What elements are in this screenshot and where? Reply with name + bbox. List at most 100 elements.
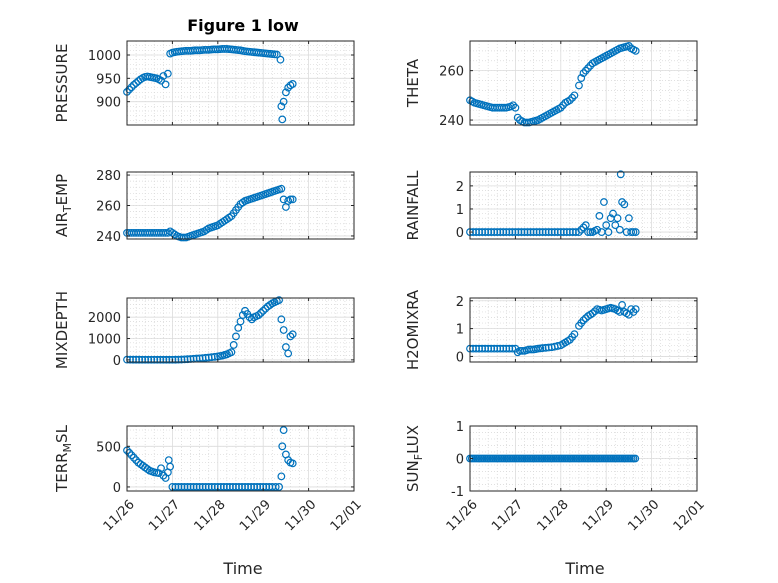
data-point	[271, 483, 280, 491]
data-point	[227, 45, 236, 54]
data-point	[593, 56, 602, 65]
data-point	[229, 341, 238, 349]
data-point	[177, 233, 186, 242]
data-point	[288, 195, 297, 204]
data-point	[561, 98, 570, 107]
data-point	[272, 50, 281, 59]
data-point	[611, 221, 620, 230]
y-axis-label: SUNFLUX	[404, 425, 425, 492]
data-point	[173, 47, 181, 56]
data-point	[276, 55, 285, 64]
data-point	[241, 483, 249, 491]
figure-title: Figure 1 low	[187, 16, 299, 35]
y-tick-label: 0	[456, 226, 464, 241]
data-point	[520, 118, 529, 127]
data-point	[511, 228, 520, 236]
data-point	[493, 228, 502, 236]
data-point	[236, 46, 245, 55]
data-point	[543, 111, 552, 120]
x-tick-label: 12/01	[328, 497, 365, 534]
data-point	[275, 483, 283, 491]
data-point	[132, 355, 140, 364]
x-tick-label: 11/26	[444, 497, 481, 534]
y-tick-label: 0	[456, 350, 464, 365]
data-point	[511, 103, 520, 112]
data-point	[132, 456, 140, 465]
data-point	[525, 118, 533, 127]
y-tick-label: 500	[96, 440, 121, 455]
panel-h2omixra: 0 1 2 H2OMIXRA	[404, 289, 698, 370]
y-tick-label: 260	[439, 65, 464, 80]
data-point	[547, 343, 556, 352]
data-point	[286, 332, 295, 341]
data-point	[204, 353, 213, 362]
data-point	[277, 315, 286, 324]
y-tick-label: 260	[96, 200, 121, 215]
x-tick-label: 11/27	[489, 497, 526, 534]
data-point	[579, 223, 588, 232]
data-point	[475, 344, 483, 353]
data-point	[127, 451, 136, 460]
data-point	[513, 113, 522, 122]
data-point	[218, 351, 227, 360]
data-point	[631, 46, 640, 55]
axes-box	[126, 297, 355, 363]
y-tick-label: -1	[451, 485, 464, 500]
data-point	[143, 465, 152, 473]
data-point	[625, 42, 633, 50]
data-point	[613, 214, 622, 223]
axes-box	[126, 425, 355, 492]
data-point	[502, 344, 511, 353]
panel-mixdepth: 0 1000 2000 MIXDEPTH	[53, 291, 355, 369]
x-tick-label: 11/28	[192, 497, 229, 534]
panel-theta: 240 260 THETA	[404, 40, 698, 129]
data-point	[484, 102, 493, 111]
data-point	[497, 103, 506, 112]
data-point	[191, 46, 200, 55]
data-point	[534, 344, 542, 353]
data-point	[259, 49, 268, 58]
data-point	[284, 83, 293, 92]
data-point	[213, 45, 222, 54]
data-point	[263, 49, 272, 58]
data-point	[186, 46, 195, 55]
data-point	[502, 228, 511, 236]
x-tick-label: 11/28	[535, 497, 572, 534]
x-tick-label: 11/27	[146, 497, 183, 534]
data-point	[615, 44, 624, 53]
data-point	[145, 229, 154, 237]
y-tick-label: 950	[96, 72, 121, 87]
axes-box	[469, 171, 698, 240]
y-tick-label: 280	[96, 169, 121, 184]
data-point	[250, 193, 259, 202]
data-point	[475, 228, 483, 236]
data-point	[195, 46, 204, 55]
data-point	[525, 345, 533, 354]
y-axis-label: TERRMSL	[53, 424, 74, 493]
data-point	[254, 48, 263, 57]
data-point	[502, 103, 511, 112]
data-point	[479, 101, 488, 110]
data-point	[565, 228, 574, 236]
panel-rainfall: 0 1 2 RAINFALL	[404, 170, 698, 241]
y-axis-label: AIRTEMP	[53, 174, 74, 237]
data-point	[245, 195, 254, 204]
data-point	[470, 98, 479, 107]
data-point	[575, 81, 583, 90]
data-point	[577, 74, 586, 82]
axes-box	[126, 40, 355, 126]
data-point	[222, 483, 231, 491]
data-point	[209, 45, 218, 54]
data-point	[286, 195, 295, 204]
data-point	[484, 344, 493, 353]
y-axis-label: H2OMIXRA	[404, 289, 422, 370]
data-point	[547, 108, 556, 117]
data-point	[154, 469, 163, 478]
data-point	[538, 228, 547, 236]
data-point	[606, 303, 615, 312]
data-point	[161, 80, 170, 89]
x-tick-label: 11/29	[237, 497, 274, 534]
axes-box	[469, 297, 698, 363]
data-point	[125, 448, 134, 457]
data-point	[227, 348, 236, 357]
